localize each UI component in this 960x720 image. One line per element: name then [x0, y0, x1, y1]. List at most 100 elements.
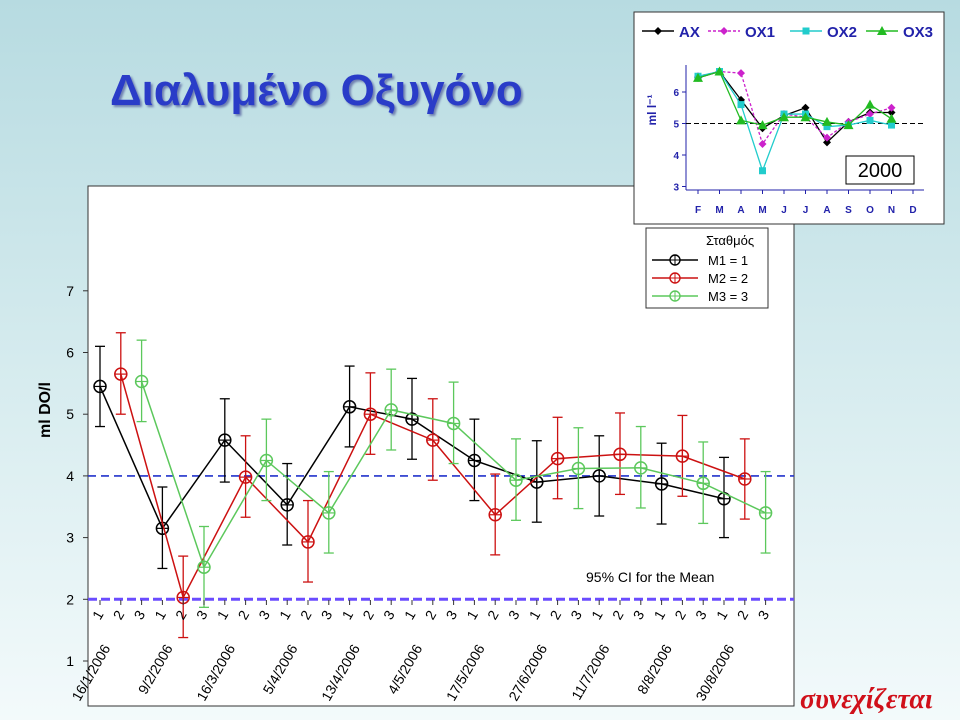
data-point: [301, 535, 315, 549]
inset-title-box: [845, 155, 915, 185]
data-point: [114, 367, 128, 381]
ci-annotation: 95% CI for the Mean: [586, 569, 714, 585]
series-layer: [93, 332, 773, 639]
data-point: [280, 498, 294, 512]
inset-point-diamond: [866, 110, 874, 119]
y-axis-label: ml DO/l: [37, 382, 54, 438]
inset-point-square: [759, 167, 766, 175]
inset-series-line: [697, 70, 892, 173]
data-point: [550, 451, 565, 466]
data-point: [342, 400, 357, 414]
inset-x-tick-label: M: [715, 205, 723, 216]
inset-x-tick-label: M: [758, 205, 766, 216]
data-point: [738, 472, 752, 486]
inset-point-triangle: [865, 99, 875, 109]
inset-point-diamond: [737, 69, 745, 78]
inset-point-triangle: [779, 112, 789, 122]
inset-x-tick-label: O: [866, 205, 874, 216]
y-tick-label: 3: [66, 530, 74, 546]
inset-y-tick-label: 4: [673, 151, 679, 162]
data-point: [93, 379, 107, 394]
inset-point-triangle: [800, 112, 811, 122]
series-3: [134, 339, 773, 608]
data-point: [322, 506, 336, 520]
inset-x-tick-label: J: [781, 205, 787, 216]
inset-point-triangle: [843, 120, 854, 130]
data-point: [758, 506, 773, 520]
data-point: [426, 433, 440, 447]
legend-label: M2 = 2: [708, 271, 748, 286]
inset-point-diamond: [887, 108, 896, 117]
y-tick-label: 1: [66, 653, 74, 669]
inset-x-tick-label: F: [695, 205, 701, 216]
inset-x-tick-label: N: [888, 205, 895, 216]
continued-link[interactable]: συνεχίζεται: [800, 684, 933, 715]
data-point: [696, 476, 710, 491]
inset-point-triangle: [757, 120, 768, 130]
inset-y-tick-label: 3: [673, 183, 679, 194]
data-point: [467, 453, 482, 468]
inset-point-triangle: [886, 113, 897, 123]
inset-legend-label: AX: [679, 24, 700, 41]
inset-x-tick-label: A: [737, 205, 744, 216]
data-point: [592, 469, 606, 483]
inset-point-square: [823, 123, 831, 131]
data-point: [218, 433, 232, 447]
inset-point-triangle: [736, 115, 746, 125]
data-point: [197, 560, 211, 574]
inset-y-label: ml l⁻¹: [645, 94, 659, 125]
data-point: [134, 374, 149, 389]
legend-box: Σταθμός M1 = 1 M2 = 2 M3 = 3: [645, 227, 769, 309]
y-tick-label: 4: [66, 468, 74, 484]
inset-series-line: [697, 70, 892, 146]
inset-x-tick-label: J: [803, 205, 809, 216]
data-point: [654, 477, 669, 491]
inset-point-square: [888, 121, 895, 129]
inset-frame: [633, 11, 945, 225]
inset-point-diamond: [823, 133, 831, 142]
inset-title: 2000: [858, 160, 903, 182]
legend-label: M3 = 3: [708, 289, 748, 304]
data-point: [613, 447, 627, 462]
data-point: [509, 473, 523, 487]
inset-legend-label: OX2: [827, 24, 857, 41]
inset-point-square: [802, 27, 810, 35]
y-tick-label: 6: [66, 345, 74, 361]
legend-label: M1 = 1: [708, 253, 748, 268]
data-point: [571, 461, 586, 476]
inset-series-line: [697, 70, 892, 144]
inset-point-triangle: [822, 116, 832, 126]
legend-title: Σταθμός: [706, 233, 754, 248]
inset-point-triangle: [877, 26, 887, 35]
inset-y-tick-label: 6: [673, 88, 679, 99]
y-tick-label: 7: [66, 283, 74, 299]
inset-x-tick-label: D: [909, 205, 916, 216]
data-point: [488, 508, 502, 522]
inset-point-diamond: [887, 103, 896, 112]
data-point: [259, 453, 274, 468]
inset-x-tick-label: A: [823, 205, 830, 216]
inset-point-diamond: [720, 27, 728, 35]
inset-point-triangle: [693, 72, 703, 82]
inset-point-diamond: [801, 103, 810, 112]
inset-point-diamond: [823, 138, 831, 147]
data-point: [634, 461, 648, 475]
y-tick-label: 2: [66, 591, 74, 607]
slide-title: Διαλυμένο Οξυγόνο: [110, 66, 523, 115]
inset-y-tick-label: 5: [673, 120, 679, 131]
data-point: [675, 449, 690, 463]
inset-legend-label: OX1: [745, 24, 775, 41]
legend-frame: [645, 227, 769, 309]
data-point: [238, 470, 253, 484]
data-point: [363, 407, 378, 421]
inset-point-square: [866, 116, 874, 124]
inset-x-tick-label: S: [845, 205, 852, 216]
inset-point-triangle: [714, 66, 725, 76]
inset-legend-label: OX3: [903, 24, 933, 41]
data-point: [446, 416, 461, 431]
y-tick-label: 5: [66, 406, 74, 422]
inset-point-diamond: [758, 139, 767, 148]
inset-series-ox3: [693, 66, 897, 130]
